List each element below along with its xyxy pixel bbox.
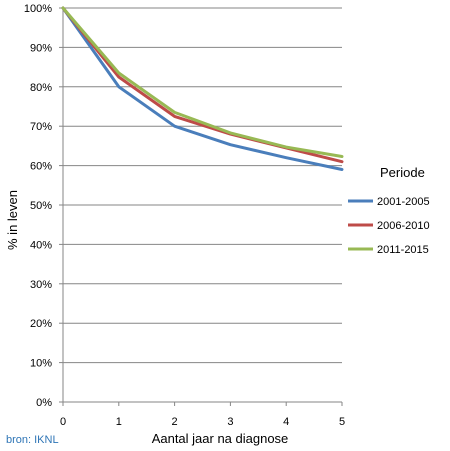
y-tick-label: 10%	[30, 358, 52, 370]
x-tick-label: 5	[339, 416, 345, 428]
series-lines	[61, 6, 344, 171]
x-axis-ticks: 0 1 2 3 4 5	[60, 402, 345, 428]
x-axis-title: Aantal jaar na diagnose	[152, 431, 289, 446]
y-tick-label: 0%	[36, 397, 52, 409]
x-tick-label: 4	[283, 416, 289, 428]
series-line-2006-2010	[61, 6, 344, 164]
y-tick-label: 80%	[30, 82, 52, 94]
y-tick-label: 50%	[30, 200, 52, 212]
source-note: bron: IKNL	[6, 434, 59, 446]
series-line-2011-2015	[61, 6, 344, 158]
y-tick-label: 60%	[30, 161, 52, 173]
series-line-2001-2005	[61, 6, 344, 171]
gridlines	[63, 7, 342, 364]
legend: Periode 2001-2005 2006-2010 2011-2015	[348, 165, 430, 256]
legend-label-2001-2005: 2001-2005	[377, 196, 430, 208]
y-axis-title: % in leven	[5, 190, 20, 250]
y-tick-label: 100%	[24, 3, 52, 15]
y-tick-label: 30%	[30, 279, 52, 291]
legend-title: Periode	[380, 165, 425, 180]
y-tick-label: 90%	[30, 42, 52, 54]
y-axis-ticks: 0% 10% 20% 30% 40% 50% 60% 70% 80% 90% 100%	[24, 3, 63, 409]
y-tick-label: 20%	[30, 318, 52, 330]
x-tick-label: 2	[172, 416, 178, 428]
x-tick-label: 0	[60, 416, 66, 428]
y-tick-label: 70%	[30, 121, 52, 133]
y-tick-label: 40%	[30, 239, 52, 251]
legend-label-2011-2015: 2011-2015	[377, 244, 429, 256]
legend-label-2006-2010: 2006-2010	[377, 220, 430, 232]
x-tick-label: 1	[116, 416, 122, 428]
x-tick-label: 3	[227, 416, 233, 428]
